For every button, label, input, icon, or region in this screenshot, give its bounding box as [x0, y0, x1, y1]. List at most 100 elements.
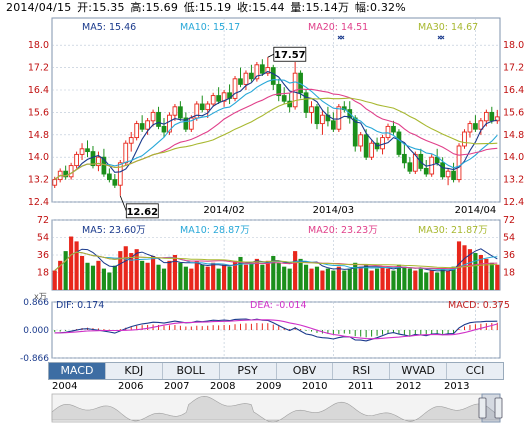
candle-body — [123, 142, 129, 164]
price-tick-label-right: 17.2 — [503, 63, 524, 74]
candle-body — [63, 170, 69, 178]
volume-bar — [63, 251, 68, 290]
volume-bar — [183, 266, 188, 290]
volume-bar — [385, 268, 391, 290]
quote-high: 高:15.69 — [130, 1, 179, 14]
right-drag-handle[interactable] — [494, 397, 503, 419]
candle-body — [52, 179, 58, 186]
volume-tick-label-right: 72 — [503, 215, 515, 226]
candle-body — [117, 162, 123, 186]
legend-price-ma20: MA20: 14.51 — [308, 22, 369, 33]
volume-bar — [282, 266, 287, 290]
tab-macd[interactable]: MACD — [49, 363, 106, 379]
tab-kdj[interactable]: KDJ — [106, 363, 163, 379]
candle-body — [112, 179, 118, 186]
candle-body — [232, 78, 238, 99]
price-tick-label-right: 13.2 — [503, 175, 524, 186]
volume-bar — [69, 236, 74, 290]
volume-bar — [260, 264, 265, 290]
tab-psy[interactable]: PSY — [220, 363, 277, 379]
quote-close: 收:15.44 — [237, 1, 285, 14]
dea-line — [54, 319, 498, 340]
candle-body — [483, 111, 489, 122]
macd-tick-label: -0.866 — [20, 354, 49, 364]
volume-bar — [194, 260, 199, 290]
candle-body — [161, 125, 167, 133]
candle-body — [352, 117, 358, 147]
candle-body — [456, 145, 462, 181]
volume-bar — [232, 260, 238, 290]
candle-body — [216, 95, 221, 102]
volume-bar — [446, 270, 451, 290]
year-label: 2009 — [256, 381, 282, 392]
quote-volume: 量:15.14万 — [290, 1, 350, 14]
volume-bar — [424, 272, 429, 290]
volume-tick-label: 36 — [37, 250, 49, 261]
volume-bar — [150, 255, 156, 290]
macd-unit-label: x万 — [34, 292, 47, 301]
quote-header: 2014/04/15 开:15.35 高:15.69 低:15.19 收:15.… — [6, 0, 408, 16]
volume-bar — [167, 260, 172, 290]
legend-vol-ma20: MA20: 23.23万 — [308, 225, 378, 236]
volume-bar — [396, 264, 402, 290]
price-tick-label-right: 12.4 — [503, 197, 524, 208]
volume-bar — [161, 268, 167, 290]
candle-body — [358, 134, 364, 147]
candle-body — [303, 92, 309, 113]
volume-bar — [462, 245, 467, 290]
volume-bar — [118, 251, 123, 290]
volume-bar — [478, 255, 483, 290]
candle-body — [172, 106, 178, 116]
legend-dea: DEA: -0.014 — [250, 300, 307, 311]
volume-bar — [200, 264, 205, 290]
volume-bar — [418, 268, 423, 290]
x-tick-label: 2014/03 — [313, 205, 355, 216]
candle-body — [74, 153, 79, 167]
volume-bar — [358, 266, 363, 290]
volume-bar — [374, 268, 380, 290]
volume-bar — [456, 241, 462, 290]
candle-body — [314, 106, 320, 125]
candle-body — [68, 165, 74, 178]
candle-body — [407, 162, 413, 172]
volume-bar — [276, 262, 281, 290]
year-label: 2011 — [348, 381, 374, 392]
tab-wvad[interactable]: WVAD — [390, 363, 448, 379]
year-label: 2008 — [210, 381, 236, 392]
overview-area — [51, 395, 501, 423]
candle-body — [467, 123, 473, 133]
volume-bar — [107, 272, 112, 290]
tab-cci[interactable]: CCI — [465, 364, 485, 377]
volume-bar — [205, 266, 210, 290]
annotation-label: 12.62 — [126, 207, 158, 218]
price-tick-label: 15.6 — [28, 107, 49, 118]
legend-macd: MACD: 0.375 — [448, 300, 510, 311]
volume-bar — [254, 258, 259, 290]
candle-body — [210, 95, 216, 105]
candle-body — [90, 151, 96, 167]
volume-bar — [156, 264, 161, 290]
price-tick-label: 14.8 — [28, 130, 49, 141]
volume-bar — [369, 270, 374, 290]
volume-bar — [211, 262, 216, 290]
volume-bar — [222, 264, 227, 290]
candle-body — [199, 103, 205, 111]
volume-bar — [74, 241, 79, 290]
candle-body — [178, 106, 183, 119]
tab-rsi[interactable]: RSI — [333, 363, 391, 379]
overview-year-axis: 2004 2006 2007 2008 2009 2010 2011 2012 … — [48, 381, 504, 393]
candle-body — [167, 114, 172, 133]
annotation-leader — [267, 53, 274, 58]
volume-bar — [79, 255, 85, 290]
left-drag-handle[interactable] — [478, 397, 487, 419]
tab-boll[interactable]: BOLL — [163, 363, 220, 379]
tab-obv[interactable]: OBV — [277, 363, 334, 379]
candle-body — [287, 100, 293, 108]
volume-bar — [435, 272, 440, 290]
volume-bar — [325, 268, 330, 290]
volume-bar — [249, 262, 254, 290]
candle-body — [423, 167, 429, 175]
volume-bar — [440, 268, 445, 290]
candle-body — [478, 120, 484, 130]
